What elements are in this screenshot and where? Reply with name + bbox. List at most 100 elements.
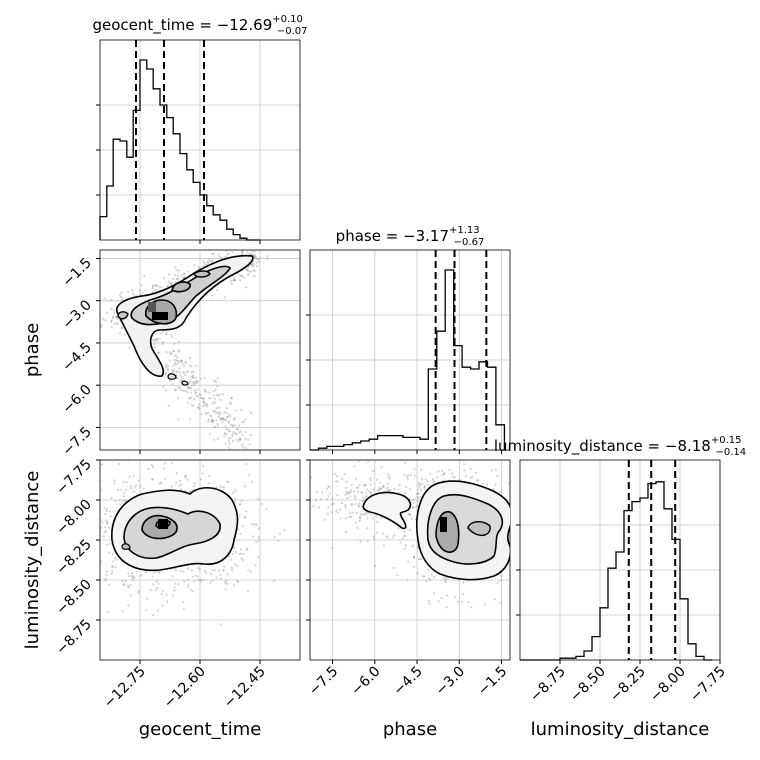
scatter-point — [231, 433, 234, 436]
scatter-point — [232, 276, 236, 280]
histogram-steps — [520, 481, 712, 661]
scatter-point — [205, 390, 208, 393]
scatter-point — [531, 529, 533, 531]
scatter-point — [193, 482, 196, 485]
scatter-point — [113, 482, 116, 485]
scatter-point — [247, 569, 250, 572]
scatter-point — [257, 497, 260, 500]
scatter-point — [250, 434, 253, 437]
scatter-point — [485, 483, 489, 486]
scatter-point — [172, 436, 174, 438]
scatter-point — [430, 573, 433, 576]
scatter-point — [124, 499, 127, 502]
scatter-point — [173, 355, 176, 358]
scatter-point — [55, 533, 57, 535]
scatter-point — [251, 523, 254, 526]
scatter-point — [528, 521, 530, 523]
x-tick-label: −8.50 — [567, 664, 609, 706]
scatter-point — [518, 525, 520, 527]
scatter-point — [156, 609, 160, 612]
scatter-point — [339, 517, 342, 520]
histogram-steps — [99, 59, 260, 241]
scatter-point — [359, 512, 362, 516]
scatter-point — [208, 432, 211, 435]
scatter-point — [443, 472, 446, 475]
scatter-point — [358, 517, 362, 520]
scatter-point — [222, 568, 225, 572]
scatter-point — [167, 280, 170, 283]
scatter-point — [229, 415, 232, 418]
scatter-point — [462, 581, 465, 584]
scatter-point — [109, 542, 112, 545]
scatter-point — [356, 490, 359, 493]
scatter-point — [113, 322, 116, 325]
x-axis-title-luminosity-distance: luminosity_distance — [531, 719, 710, 740]
scatter-point — [220, 416, 223, 419]
scatter-point — [407, 474, 410, 477]
scatter-point — [266, 257, 269, 260]
scatter-point — [121, 610, 124, 613]
scatter-point — [404, 461, 407, 464]
scatter-point — [165, 600, 168, 603]
scatter-point — [371, 517, 374, 520]
scatter-point — [104, 519, 107, 522]
scatter-point — [422, 575, 425, 578]
scatter-point — [63, 549, 65, 551]
scatter-point — [350, 483, 353, 486]
scatter-point — [224, 588, 227, 591]
panel-2-2 — [519, 459, 721, 661]
scatter-point — [137, 589, 140, 593]
scatter-point — [144, 571, 148, 574]
scatter-point — [150, 464, 153, 467]
scatter-point — [219, 623, 222, 626]
scatter-point — [136, 453, 138, 455]
scatter-point — [260, 502, 263, 506]
scatter-point — [218, 406, 221, 409]
scatter-point — [204, 390, 207, 393]
scatter-point — [176, 377, 179, 380]
scatter-point — [251, 261, 255, 264]
scatter-point — [182, 607, 185, 610]
scatter-point — [258, 246, 260, 248]
scatter-point — [358, 460, 361, 463]
scatter-point — [188, 381, 191, 384]
scatter-point — [184, 361, 187, 364]
scatter-point — [379, 481, 382, 484]
scatter-point — [171, 594, 174, 597]
scatter-point — [404, 544, 407, 547]
scatter-point — [177, 350, 180, 353]
scatter-point — [214, 411, 217, 414]
scatter-point — [404, 492, 407, 495]
scatter-point — [239, 438, 242, 441]
scatter-point — [110, 307, 113, 310]
scatter-point — [471, 476, 474, 479]
title-geocent-time: geocent_time = −12.69+0.10 −0.07 — [92, 14, 307, 37]
scatter-point — [122, 491, 126, 495]
scatter-point — [191, 575, 194, 578]
scatter-point — [236, 242, 238, 244]
scatter-point — [157, 582, 160, 585]
panel-1-1 — [309, 249, 511, 451]
scatter-point — [407, 512, 411, 515]
scatter-point — [202, 265, 205, 268]
scatter-point — [376, 531, 379, 534]
scatter-point — [162, 385, 165, 388]
scatter-point — [189, 380, 192, 383]
scatter-point — [241, 250, 245, 252]
scatter-point — [312, 505, 315, 508]
scatter-point — [198, 568, 201, 571]
scatter-point — [464, 475, 468, 478]
scatter-point — [493, 598, 496, 601]
x-tick-label: −6.0 — [348, 664, 383, 699]
scatter-point — [184, 374, 187, 377]
scatter-point — [111, 316, 115, 319]
scatter-point — [346, 497, 349, 500]
scatter-point — [420, 557, 423, 561]
scatter-point — [417, 492, 420, 495]
scatter-point — [185, 370, 188, 374]
scatter-point — [103, 297, 106, 300]
scatter-point — [190, 396, 193, 399]
scatter-point — [325, 487, 328, 490]
scatter-point — [215, 485, 218, 489]
